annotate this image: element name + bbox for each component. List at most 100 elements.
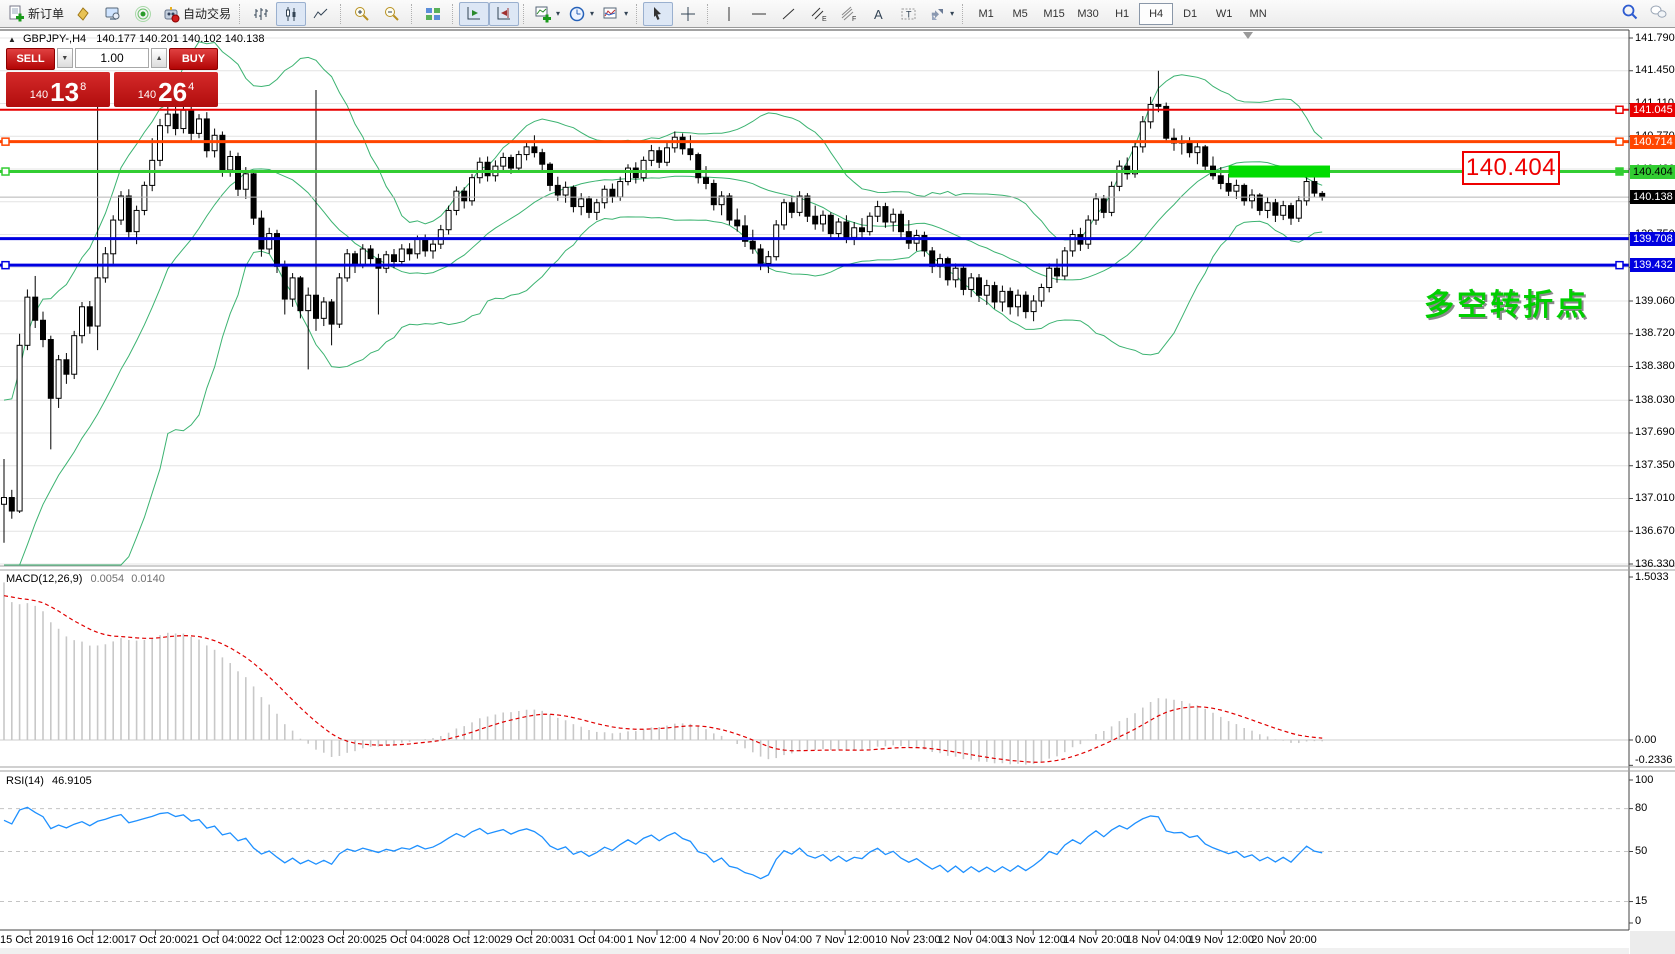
axis-corner [1630, 931, 1675, 954]
templates-menu-button[interactable]: ▾ [598, 2, 632, 26]
sell-price-sup: 8 [80, 81, 87, 93]
axis-label: 0.00 [1635, 733, 1657, 746]
axis-label: 136.330 [1635, 557, 1675, 570]
axis-label: 138.030 [1635, 393, 1675, 406]
label-tool-button[interactable]: T [894, 2, 924, 26]
search-icon[interactable] [1621, 3, 1639, 21]
periods-menu-button[interactable]: ▾ [564, 2, 598, 26]
timeframe-d1-button[interactable]: D1 [1183, 7, 1198, 20]
svg-text:A: A [874, 7, 883, 22]
toolbar-separator [962, 3, 965, 24]
new-order-button[interactable]: 新订单 [3, 2, 68, 26]
timeframe-mn-button[interactable]: MN [1249, 7, 1267, 20]
indicators-icon [535, 6, 552, 22]
hosting-button[interactable] [98, 2, 128, 26]
shapes-icon [931, 8, 944, 20]
axis-label: 100 [1635, 773, 1654, 786]
time-axis-label: 25 Oct 04:00 [374, 934, 438, 946]
toolbar-separator [239, 3, 242, 24]
time-axis[interactable]: 15 Oct 2019 16 Oct 12:00 17 Oct 20:00 21 Oc… [0, 930, 1629, 952]
time-axis-label: 4 Nov 20:00 [690, 934, 750, 946]
vertical-line-tool-button[interactable] [714, 2, 744, 26]
main-toolbar: 新订单 自动交易 [0, 0, 1675, 28]
time-axis-label: 15 Oct 2019 [0, 934, 60, 946]
time-axis-label: 6 Nov 04:00 [752, 934, 813, 946]
timeframe-m30-button[interactable]: M30 [1077, 7, 1099, 20]
shapes-menu-button[interactable]: ▾ [924, 2, 958, 26]
axis-label: 138.720 [1635, 327, 1675, 340]
sell-price-prefix: 140 [29, 89, 49, 101]
hosting-icon [105, 7, 120, 20]
time-axis-label: 22 Oct 12:00 [249, 934, 313, 946]
chevron-down-icon: ▾ [950, 9, 955, 18]
channel-icon: E [811, 7, 827, 23]
robot-icon [164, 6, 180, 22]
axis-label: 139.060 [1635, 294, 1675, 307]
line-view-button[interactable] [306, 2, 336, 26]
chart-shift-button[interactable] [489, 1, 520, 26]
macd-label: MACD(12,26,9) [6, 573, 83, 585]
hline-icon [752, 13, 767, 14]
tile-windows-button[interactable] [418, 2, 448, 26]
timeframe-m1-button[interactable]: M1 [978, 7, 994, 20]
fibonacci-tool-button[interactable]: F [834, 2, 864, 26]
volume-input[interactable]: 1.00 [74, 48, 150, 68]
price-tag-annotation[interactable]: 140.404 [1462, 151, 1560, 185]
chat-icon[interactable] [1649, 3, 1669, 21]
horizontal-line-tool-button[interactable] [744, 2, 774, 26]
time-axis-label: 12 Nov 04:00 [937, 934, 1004, 946]
cursor-tool-button[interactable] [643, 1, 674, 26]
collapse-panel-icon[interactable]: ▲ [8, 35, 16, 44]
channel-tool-button[interactable]: E [804, 2, 834, 26]
timeframe-h4-button[interactable]: H4 [1139, 2, 1174, 25]
price-line-label: 139.432 [1630, 258, 1675, 273]
zoom-out-button[interactable] [377, 2, 407, 26]
signal-icon [135, 5, 152, 22]
buy-button[interactable]: BUY [168, 48, 218, 70]
svg-text:F: F [852, 16, 856, 23]
crosshair-tool-button[interactable] [673, 2, 703, 26]
buy-price-display[interactable]: 140 26 4 [114, 72, 218, 107]
timeframe-w1-button[interactable]: W1 [1215, 7, 1233, 20]
sell-price-display[interactable]: 140 13 8 [6, 72, 110, 107]
time-axis-label: 20 Nov 20:00 [1251, 934, 1317, 946]
symbol-title: GBPJPY-,H4 [22, 33, 87, 45]
text-tool-button[interactable]: A [864, 2, 894, 26]
axis-label: -0.2336 [1635, 754, 1673, 766]
timeframe-h1-button[interactable]: H1 [1115, 7, 1130, 20]
zoom-in-icon [355, 6, 369, 21]
autotrading-button[interactable]: 自动交易 [158, 2, 235, 26]
zoom-in-button[interactable] [347, 2, 377, 26]
auto-scroll-icon [467, 6, 481, 19]
sell-button[interactable]: SELL [6, 48, 56, 70]
timeframe-m15-button[interactable]: M15 [1043, 7, 1065, 20]
indicators-menu-button[interactable]: ▾ [530, 2, 564, 26]
volume-decrease-button[interactable]: ▼ [57, 48, 73, 68]
chevron-down-icon: ▾ [556, 9, 561, 18]
bars-view-button[interactable] [246, 2, 276, 26]
ohlc-readout: 140.177 140.201 140.102 140.138 [96, 33, 265, 45]
market-button[interactable] [68, 2, 98, 26]
time-axis-label: 13 Nov 12:00 [1000, 934, 1066, 946]
new-order-icon [9, 5, 24, 21]
axis-label: 15 [1635, 895, 1648, 908]
time-axis-label: 7 Nov 12:00 [815, 934, 875, 946]
autotrading-label: 自动交易 [183, 7, 232, 21]
auto-scroll-button[interactable] [459, 1, 490, 26]
signals-button[interactable] [128, 2, 158, 26]
axis-label: 0 [1635, 915, 1642, 927]
trendline-tool-button[interactable] [774, 2, 804, 26]
bars-view-icon [254, 7, 269, 20]
time-axis-label: 16 Oct 12:00 [61, 934, 125, 946]
macd-main-value: 0.0054 [90, 573, 125, 585]
volume-increase-button[interactable]: ▲ [151, 48, 167, 68]
turning-point-annotation[interactable]: 多空转折点 [1424, 289, 1589, 322]
timeframe-m5-button[interactable]: M5 [1012, 7, 1028, 20]
new-order-label: 新订单 [28, 7, 65, 21]
tile-windows-icon [426, 7, 441, 20]
bottom-strip [0, 948, 1629, 954]
toolbar-separator [707, 3, 710, 24]
candles-view-button[interactable] [276, 1, 307, 26]
